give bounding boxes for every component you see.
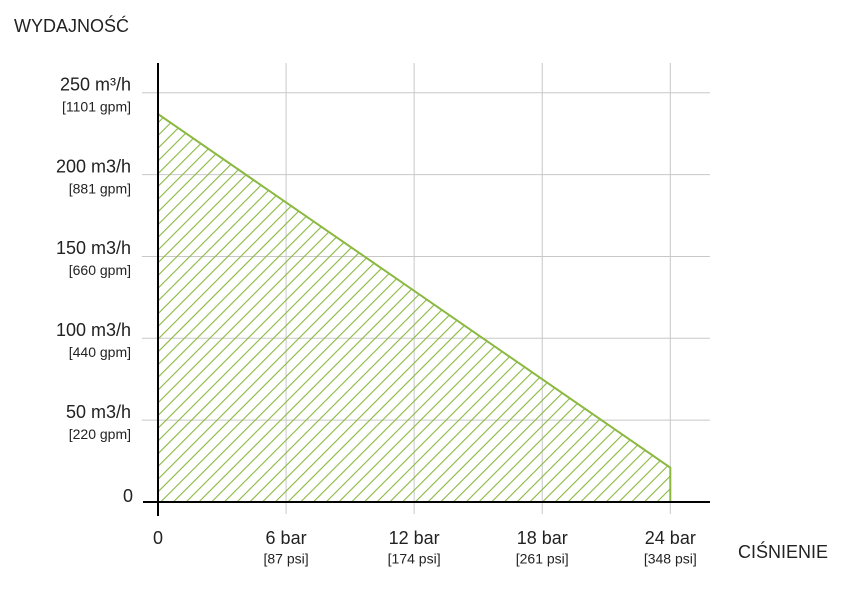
y-tick-sublabel: [220 gpm] — [69, 426, 131, 442]
y-tick-label: 0 — [123, 486, 133, 506]
x-tick-label: 12 bar — [389, 528, 440, 548]
x-tick-sublabel: [348 psi] — [644, 551, 697, 567]
x-axis-label: CIŚNIENIE — [738, 541, 828, 562]
y-axis-label: WYDAJNOŚĆ — [14, 15, 129, 36]
y-tick-label: 200 m3/h — [56, 156, 131, 176]
x-tick-label: 24 bar — [645, 528, 696, 548]
y-tick-label: 100 m3/h — [56, 320, 131, 340]
y-tick-sublabel: [1101 gpm] — [62, 98, 131, 114]
x-tick-sublabel: [261 psi] — [516, 551, 569, 567]
y-tick-sublabel: [660 gpm] — [69, 262, 131, 278]
y-tick-label: 50 m3/h — [66, 402, 131, 422]
y-tick-sublabel: [440 gpm] — [69, 344, 131, 360]
x-tick-sublabel: [174 psi] — [388, 551, 441, 567]
x-tick-label: 18 bar — [517, 528, 568, 548]
y-tick-label: 250 m³/h — [60, 74, 131, 94]
x-tick-sublabel: [87 psi] — [264, 551, 309, 567]
y-tick-label: 150 m3/h — [56, 238, 131, 258]
x-tick-label: 6 bar — [266, 528, 307, 548]
y-tick-sublabel: [881 gpm] — [69, 180, 131, 196]
x-tick-label: 0 — [153, 528, 163, 548]
